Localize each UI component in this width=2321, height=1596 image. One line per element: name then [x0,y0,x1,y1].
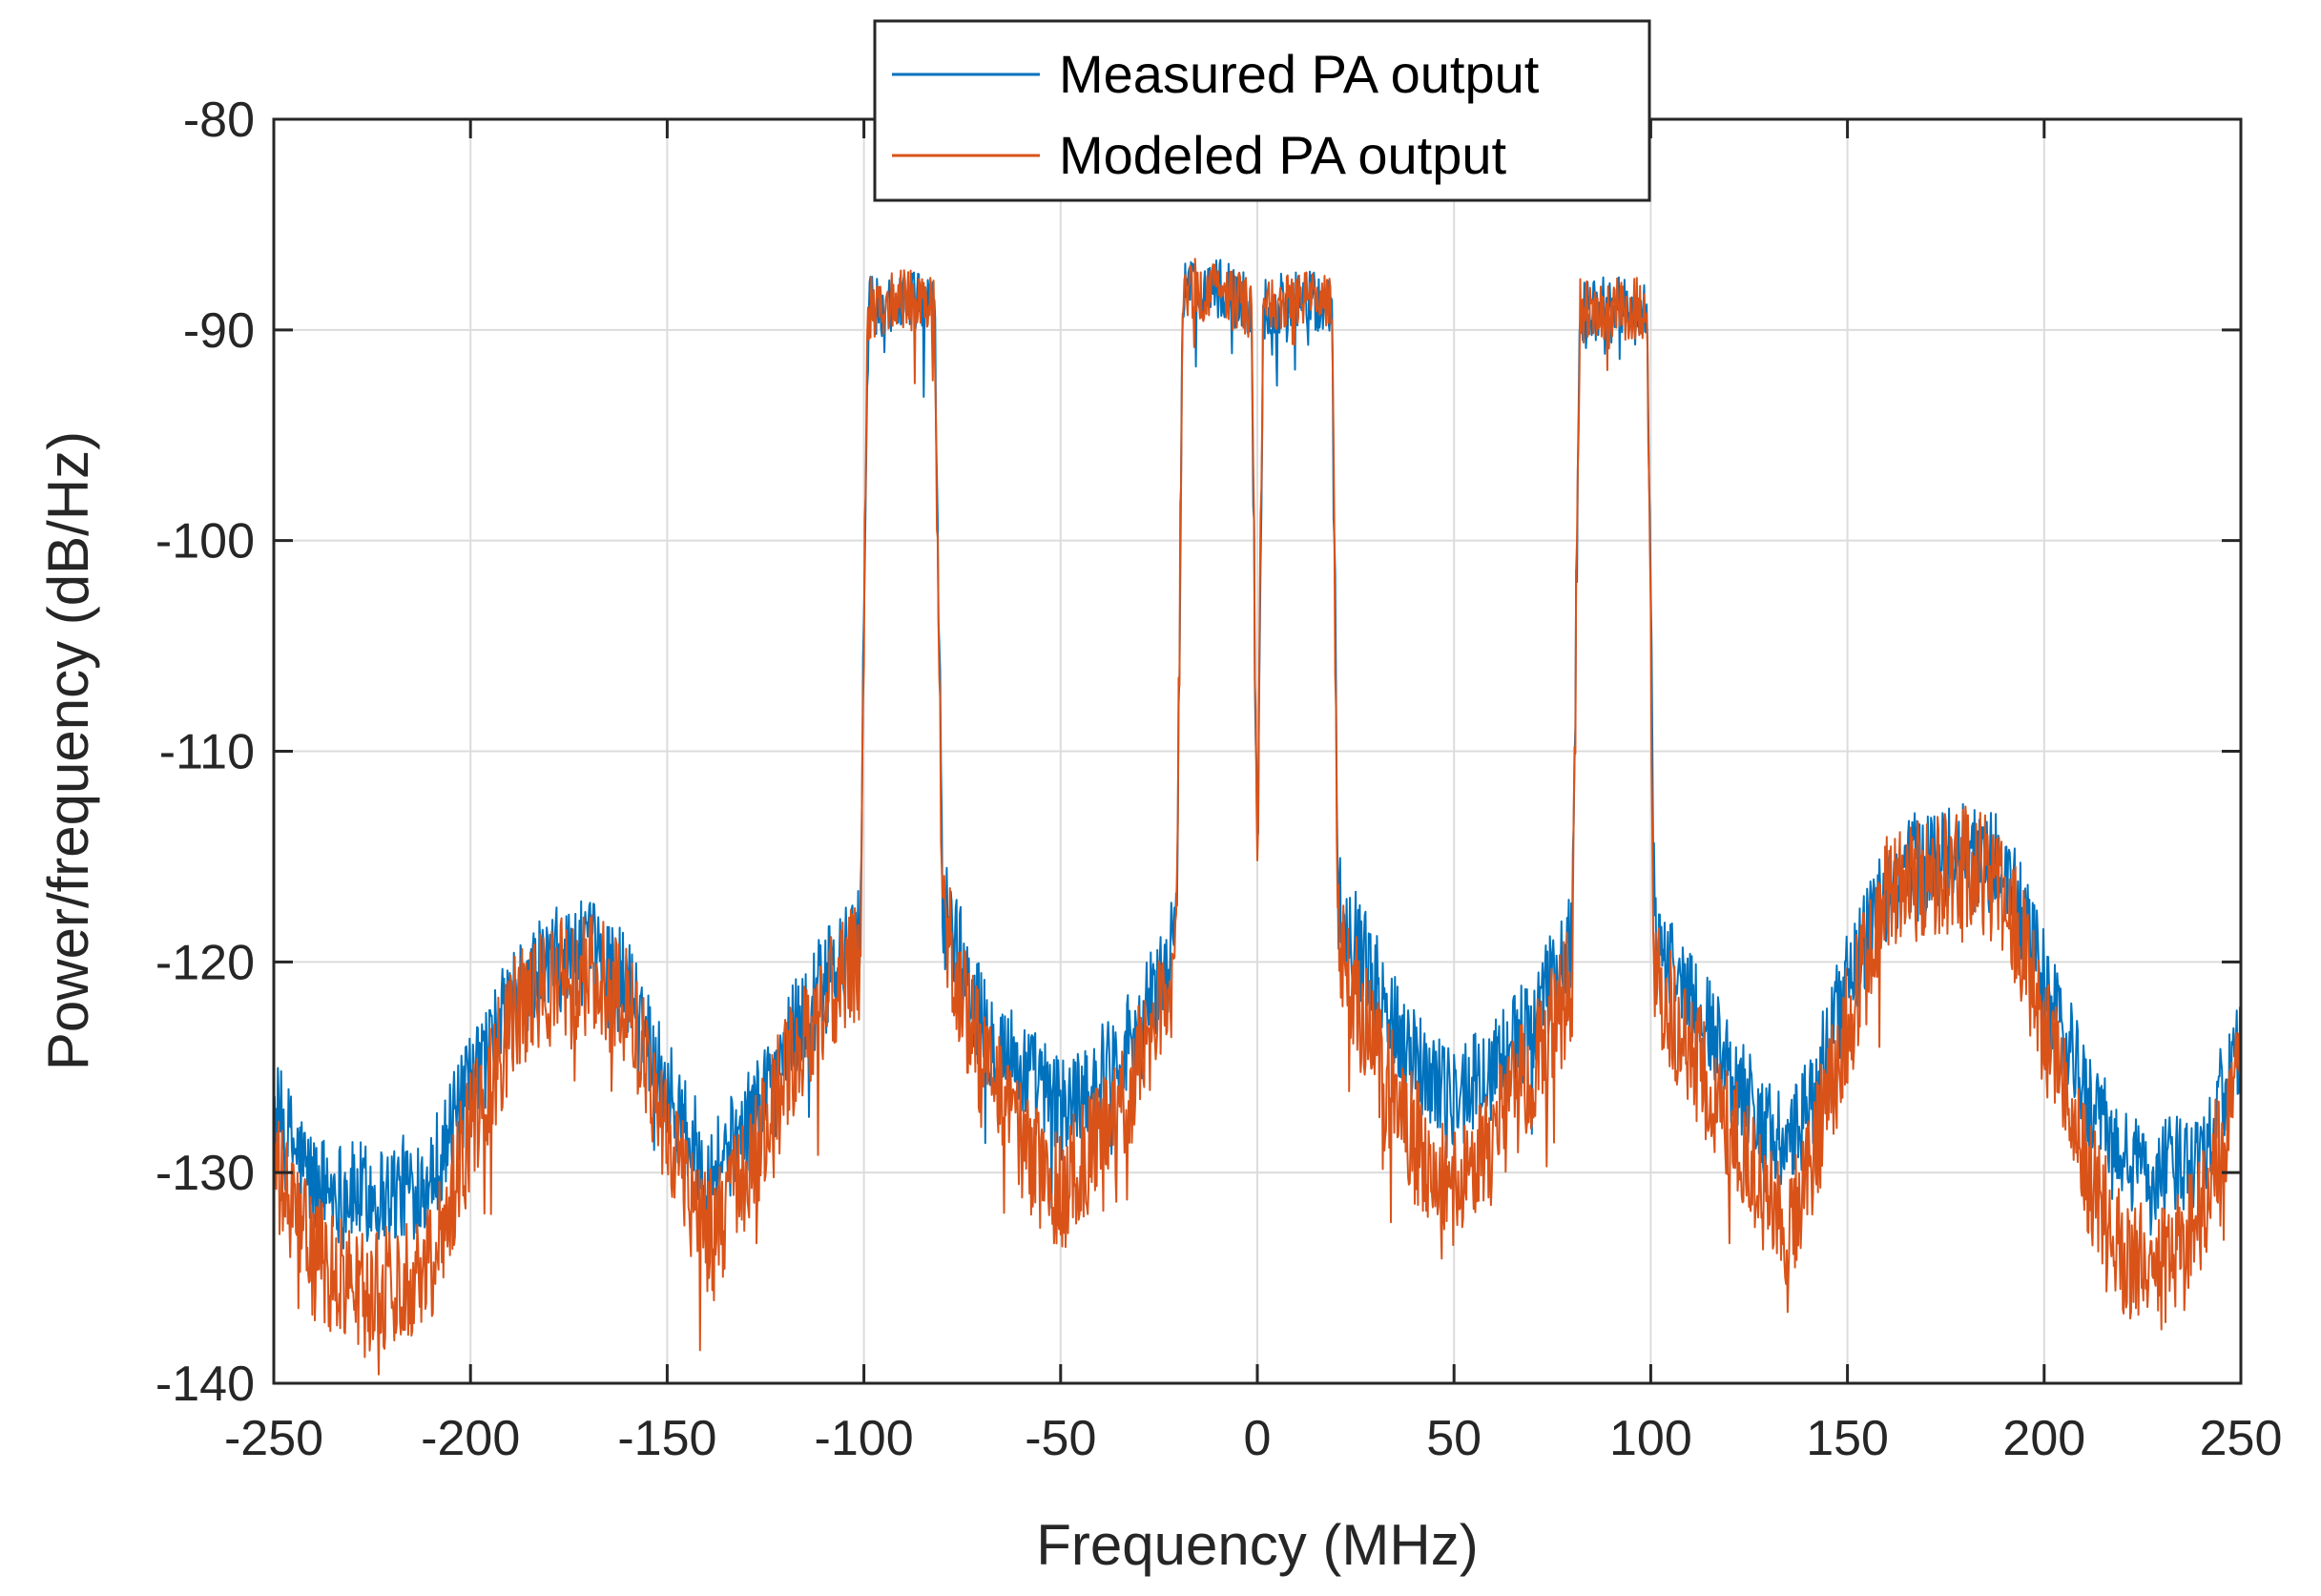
y-tick-label: -110 [159,725,255,780]
x-tick-label: 250 [2200,1411,2283,1466]
y-tick-label: -100 [155,514,255,570]
x-tick-label: 100 [1609,1411,1692,1466]
y-tick-label: -120 [155,935,255,990]
x-tick-labels: -250 -200 -150 -100 -50 0 50 100 150 200 250 [224,1411,2282,1466]
x-axis-label: Frequency (MHz) [1036,1513,1478,1577]
x-tick-label: 150 [1806,1411,1889,1466]
y-tick-label: -80 [183,93,255,148]
series-layer [273,258,2242,1376]
legend-label-modeled: Modeled PA output [1059,125,1507,185]
x-tick-label: 200 [2002,1411,2085,1466]
x-tick-label: -50 [1025,1411,1096,1466]
y-tick-label: -90 [183,303,255,359]
x-tick-label: -100 [815,1411,914,1466]
x-tick-label: -150 [617,1411,716,1466]
x-tick-label: -250 [224,1411,323,1466]
legend: Measured PA output Modeled PA output [873,19,1651,202]
x-tick-label: -200 [421,1411,520,1466]
y-tick-label: -140 [155,1357,255,1412]
x-tick-label: 0 [1244,1411,1272,1466]
series-line-modeled [273,258,2242,1376]
y-tick-label: -130 [155,1146,255,1201]
legend-box [873,19,1651,202]
x-tick-label: 50 [1426,1411,1482,1466]
y-tick-labels: -80 -90 -100 -110 -120 -130 -140 [155,93,255,1412]
y-axis-label: Power/frequency (dB/Hz) [36,431,100,1070]
legend-label-measured: Measured PA output [1059,44,1540,104]
